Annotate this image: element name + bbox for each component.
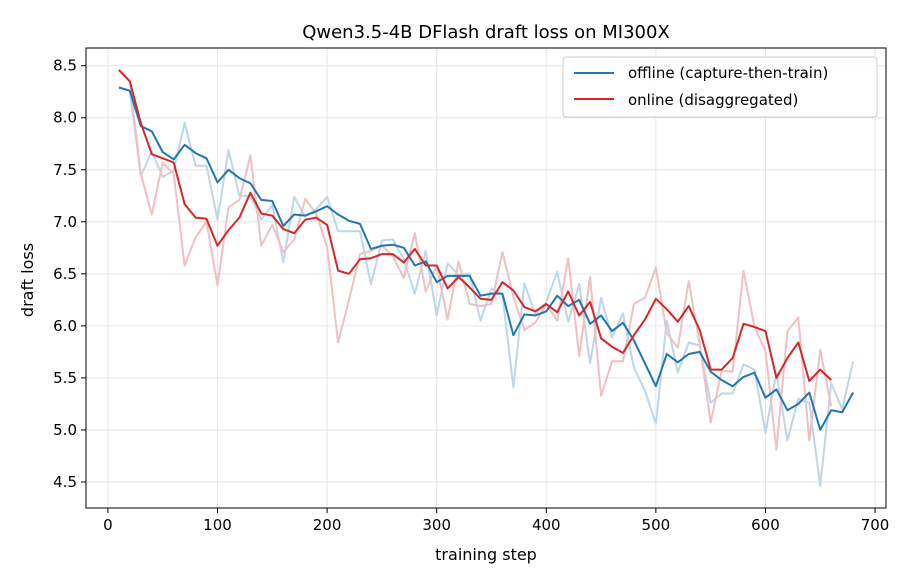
series-line-online xyxy=(118,69,832,382)
series-line-offline-raw xyxy=(118,86,855,488)
legend-box xyxy=(562,56,878,118)
smoothed-series-layer xyxy=(118,69,854,431)
y-tick-label: 7.5 xyxy=(53,161,77,179)
legend-label-online: online (disaggregated) xyxy=(628,91,798,109)
chart-title: Qwen3.5-4B DFlash draft loss on MI300X xyxy=(302,22,670,43)
y-tick-label: 6.0 xyxy=(53,317,77,335)
x-tick-label: 700 xyxy=(861,516,890,534)
series-line-offline xyxy=(118,86,854,431)
y-tick-label: 6.5 xyxy=(53,265,77,283)
legend-label-offline: offline (capture-then-train) xyxy=(628,64,828,82)
x-tick-label: 0 xyxy=(103,516,113,534)
x-tick-label: 100 xyxy=(203,516,232,534)
x-tick-label: 300 xyxy=(422,516,451,534)
plot-area-frame xyxy=(85,47,887,509)
y-tick-label: 5.0 xyxy=(53,421,77,439)
series-line-online-raw xyxy=(118,69,833,451)
legend: offline (capture-then-train) online (dis… xyxy=(562,56,878,118)
y-tick-label: 7.0 xyxy=(53,213,77,231)
y-tick-label: 4.5 xyxy=(53,473,77,491)
y-tick-label: 8.0 xyxy=(53,109,77,127)
y-tick-label: 8.5 xyxy=(53,57,77,75)
x-axis-label: training step xyxy=(435,545,537,564)
x-tick-label: 200 xyxy=(313,516,342,534)
x-tick-label: 500 xyxy=(642,516,671,534)
gridlines xyxy=(86,48,886,508)
y-axis-label: draft loss xyxy=(18,243,37,317)
y-tick-label: 5.5 xyxy=(53,369,77,387)
axis-ticks: 0 100 200 300 400 500 600 700 4.5 5.0 5.5 6.0 6.5 7.0… xyxy=(53,57,889,534)
x-tick-label: 600 xyxy=(751,516,780,534)
x-tick-label: 400 xyxy=(532,516,561,534)
raw-series-layer xyxy=(118,69,855,488)
